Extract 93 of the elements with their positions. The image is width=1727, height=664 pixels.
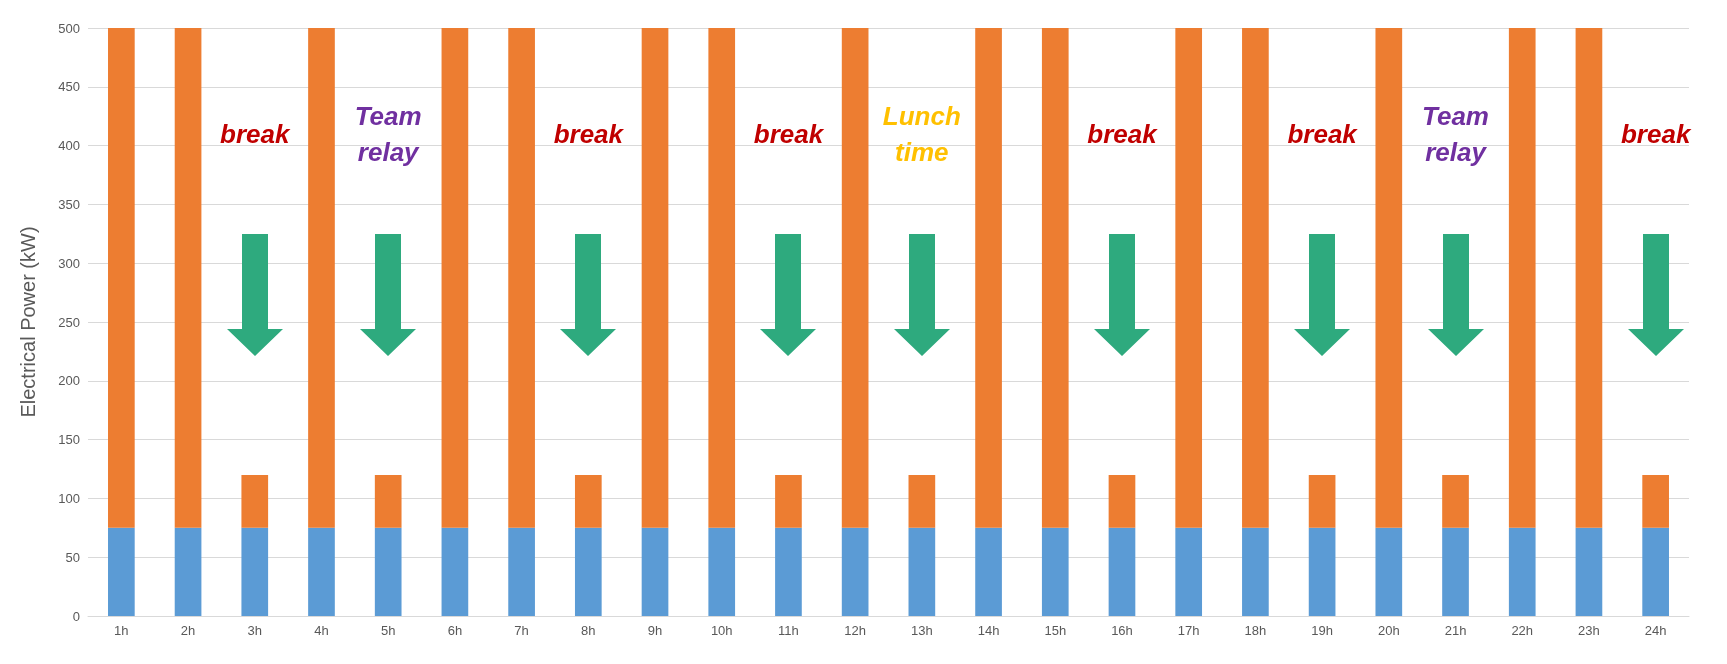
y-tick-label: 250: [58, 314, 80, 330]
x-tick-label: 23h: [1578, 623, 1600, 638]
bar: [1442, 527, 1469, 616]
bar: [374, 474, 402, 528]
bar: [1242, 527, 1269, 616]
bar: [1508, 527, 1536, 616]
x-tick-label: 14h: [977, 623, 1000, 638]
x-tick-label: 10h: [710, 623, 733, 638]
annotation: break: [1620, 118, 1692, 149]
annotation: break: [1287, 118, 1359, 149]
y-tick-label: 200: [58, 373, 80, 389]
bar: [1642, 474, 1669, 528]
bar: [708, 28, 736, 528]
x-tick-label: 9h: [647, 623, 663, 638]
bar: [174, 527, 202, 616]
bar: [1108, 527, 1136, 616]
x-tick-label: 3h: [247, 623, 263, 638]
y-tick-label: 100: [58, 490, 80, 506]
x-tick-label: 5h: [380, 623, 396, 638]
bar: [1041, 28, 1069, 528]
annotation: Team relay: [1422, 100, 1490, 167]
bar: [641, 28, 669, 528]
x-tick-label: 24h: [1644, 623, 1667, 638]
bar: [1242, 28, 1269, 528]
bar: [908, 527, 936, 616]
x-tick-label: 17h: [1177, 623, 1200, 638]
y-tick-label: 450: [58, 79, 80, 95]
annotation: break: [1087, 118, 1159, 149]
x-tick-label: 8h: [581, 623, 596, 638]
x-tick-label: 22h: [1511, 623, 1534, 638]
x-tick-label: 4h: [314, 623, 329, 638]
x-tick-label: 13h: [911, 623, 933, 638]
bar: [1308, 474, 1336, 528]
bar: [508, 28, 535, 528]
y-tick-label: 0: [72, 608, 80, 624]
bar: [174, 28, 202, 528]
bar: [1642, 527, 1669, 616]
bar: [1375, 527, 1403, 616]
bar: [908, 474, 936, 528]
bar: [775, 474, 802, 528]
x-tick-label: 1h: [114, 623, 129, 638]
bar: [975, 28, 1002, 528]
bar: [841, 527, 869, 616]
y-tick-label: 500: [58, 20, 80, 36]
y-tick-label: 50: [65, 549, 80, 565]
y-tick-label: 300: [58, 255, 80, 271]
bar: [241, 474, 269, 528]
bar: [1175, 527, 1203, 616]
bar: [308, 28, 335, 528]
x-tick-label: 7h: [514, 623, 529, 638]
x-tick-label: 19h: [1311, 623, 1333, 638]
bar: [574, 474, 602, 528]
bar: [1575, 28, 1603, 528]
bar: [441, 527, 469, 616]
bar: [775, 527, 802, 616]
bar: [1108, 474, 1136, 528]
bar: [708, 527, 736, 616]
bar: [841, 28, 869, 528]
bar: [374, 527, 402, 616]
y-tick-label: 150: [58, 432, 80, 448]
x-tick-label: 2h: [180, 623, 196, 638]
bar: [108, 527, 135, 616]
x-tick-label: 18h: [1244, 623, 1267, 638]
x-tick-label: 6h: [447, 623, 463, 638]
bar: [1175, 28, 1203, 528]
annotation: break: [753, 118, 825, 149]
y-tick-label: 400: [58, 138, 80, 154]
annotation: Lunch time: [882, 100, 961, 167]
bar: [508, 527, 535, 616]
x-tick-label: 16h: [1111, 623, 1133, 638]
x-tick-label: 12h: [844, 623, 866, 638]
bar: [308, 527, 335, 616]
x-tick-label: 11h: [778, 623, 799, 638]
annotation: break: [220, 118, 291, 149]
bar: [1375, 28, 1403, 528]
y-tick-label: 350: [58, 196, 80, 212]
bar: [1442, 474, 1469, 528]
x-tick-label: 15h: [1044, 623, 1067, 638]
bar: [441, 28, 469, 528]
bar: [1575, 527, 1603, 616]
y-axis-title: Electrical Power (kW): [17, 226, 39, 418]
bar: [1508, 28, 1536, 528]
bar: [108, 28, 135, 528]
bar: [1041, 527, 1069, 616]
annotation: break: [553, 118, 625, 149]
x-tick-label: 21h: [1444, 623, 1467, 638]
x-tick-label: 20h: [1377, 623, 1400, 638]
annotation: Team relay: [354, 100, 422, 167]
bar: [574, 527, 602, 616]
bar: [1308, 527, 1336, 616]
bar: [975, 527, 1002, 616]
bar: [241, 527, 269, 616]
bar: [641, 527, 669, 616]
